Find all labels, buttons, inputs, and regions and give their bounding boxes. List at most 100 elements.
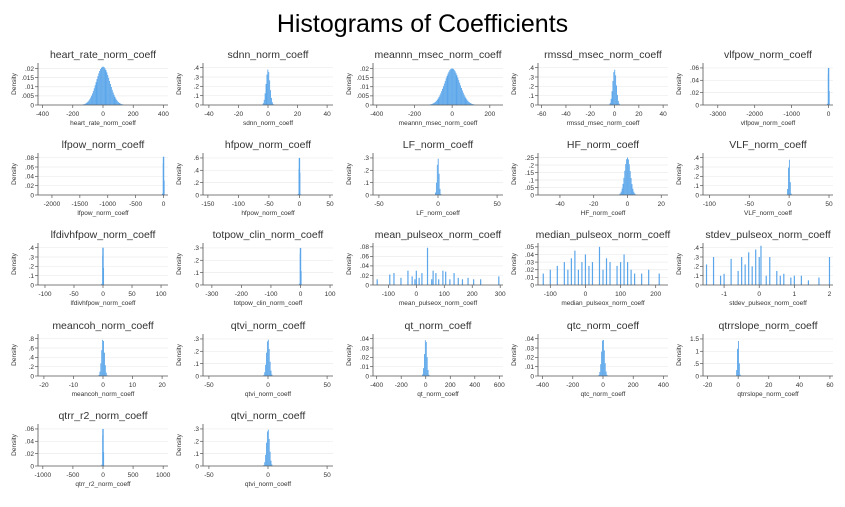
histogram-bar [605,371,607,376]
histogram-panel: qtvi_norm_coeff 0 .1 .2 .3 -50 0 50 qtvi_norm_co… [176,410,333,488]
histogram-bar [101,283,103,285]
histogram-bar [435,101,437,105]
y-tick-label: .2 [194,258,200,265]
histogram-bar [615,75,617,105]
x-tick-label: -400 [36,111,49,118]
histogram-bar [800,275,802,285]
histogram-bar [298,283,300,285]
y-axis-label: Density [176,433,183,455]
x-axis-label: vlfpow_norm_coeff [741,120,796,127]
histogram-bar [440,194,442,195]
histogram-bar [467,100,469,105]
y-tick-label: .04 [360,263,369,270]
histogram-bar [622,183,624,195]
histogram-bar [96,79,98,105]
histogram-bar [789,182,791,195]
histogram-bar [265,364,267,376]
y-axis-label: Density [511,252,518,274]
histogram-bar [100,69,102,105]
histogram-bar [588,265,590,285]
x-tick-label: -50 [204,382,214,389]
x-axis-label: totpow_clin_norm_coeff [234,300,303,307]
histogram-bar [450,69,452,105]
histogram-bar [601,351,603,376]
histogram-bar [628,164,630,195]
y-tick-label: .1 [29,273,35,280]
x-tick-label: 0 [266,382,270,389]
histogram-bar [625,164,627,195]
y-tick-label: .4 [529,65,535,72]
x-tick-label: -1000 [35,472,52,479]
histogram-bar [434,102,435,105]
histogram-panel: mean_pulseox_norm_coeff 0 .02 .04 .06 .08 -100… [346,229,506,307]
histogram-bar [626,262,629,285]
x-tick-label: -20 [703,382,713,389]
histogram-bar [437,158,439,195]
y-tick-label: .01 [525,364,534,371]
y-tick-label: 0 [30,192,34,199]
histogram-bar [100,363,102,376]
histogram-bar [443,83,445,105]
histogram-bar [705,264,708,285]
x-tick-label: 0 [101,472,105,479]
x-tick-label: 0 [415,291,419,298]
x-tick-label: 2 [828,291,832,298]
x-tick-label: -100 [544,291,557,298]
x-axis-label: stdev_pulseox_norm_coeff [729,300,807,307]
x-tick-label: 400 [469,382,480,389]
x-tick-label: -150 [201,201,214,208]
histogram-panel: qtc_norm_coeff 0 .01 .02 .03 .04 -400 -200 0 200 4… [511,320,669,398]
panel-title: vlfpow_norm_coeff [724,49,812,61]
histogram-panel: qtvi_norm_coeff 0 .1 .2 .3 -50 0 50 qtvi_norm_co… [176,320,333,398]
histogram-bar [828,257,831,285]
x-axis-label: meancoh_norm_coeff [72,391,135,398]
histogram-bar [104,68,106,105]
y-tick-label: 0 [195,373,199,380]
y-tick-label: .2 [194,349,200,356]
x-tick-label: -1 [721,291,727,298]
y-tick-label: .1 [694,273,700,280]
histogram-bar [266,442,267,466]
y-tick-label: .3 [694,164,700,171]
y-tick-label: .2 [29,364,35,371]
histogram-bar [736,370,738,376]
y-tick-label: .2 [194,84,200,91]
histogram-bar [470,103,471,105]
y-tick-label: .2 [694,264,700,271]
histogram-bar [449,70,451,105]
y-axis-label: Density [11,433,18,455]
y-tick-label: .01 [360,84,369,91]
x-tick-label: -200 [566,382,579,389]
histogram-bar [614,69,616,105]
histogram-bar [779,275,781,285]
y-tick-label: .2 [29,264,35,271]
x-tick-label: -50 [745,201,755,208]
y-tick-label: .005 [356,93,369,100]
histogram-bar [415,270,417,285]
x-tick-label: 0 [613,111,617,118]
histogram-bar [110,83,111,105]
y-axis-label: Density [346,252,353,274]
x-axis-label: HF_norm_coeff [581,210,626,217]
histogram-bar [627,159,629,195]
histogram-bar [270,370,272,376]
x-tick-label: -20 [586,111,596,118]
x-tick-label: 10 [129,382,137,389]
histogram-bar [630,178,632,195]
histogram-bar [442,270,444,285]
histogram-bar [265,454,267,466]
histogram-bar [109,80,111,105]
y-tick-label: 0 [195,282,199,289]
y-tick-label: .04 [525,252,534,259]
histogram-bar [424,340,426,376]
y-axis-label: Density [176,72,183,94]
x-tick-label: -1000 [99,201,116,208]
histogram-bar [755,249,757,285]
x-tick-label: -2000 [746,111,763,118]
y-tick-label: .6 [194,155,200,162]
histogram-bar [267,339,269,376]
x-tick-label: 500 [128,472,139,479]
y-tick-label: 0 [365,282,369,289]
histogram-bar [92,93,93,105]
y-tick-label: .3 [194,426,200,433]
